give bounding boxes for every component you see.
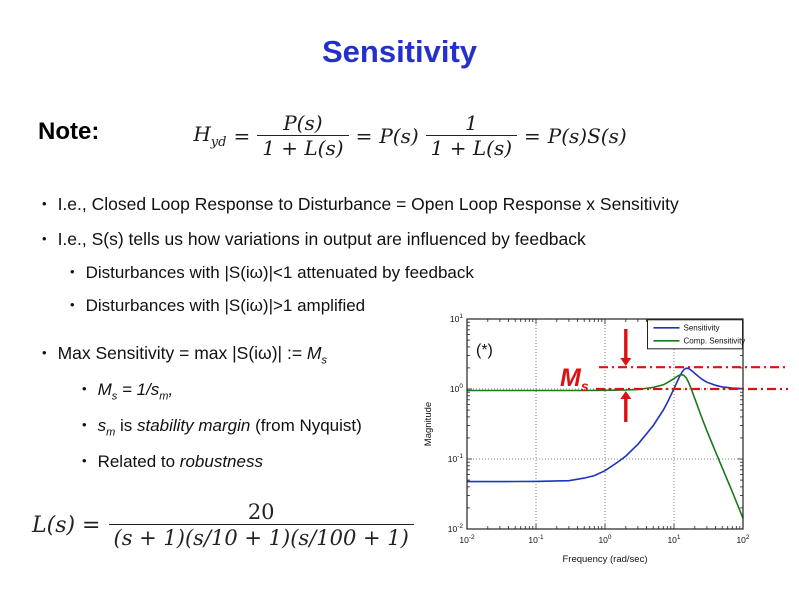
- plot-box: [466, 318, 744, 530]
- bullet-max-sensitivity: • Max Sensitivity = max |S(iω)| := Ms: [42, 343, 327, 367]
- x-tick-label: 101: [667, 534, 680, 545]
- y-tick-label: 101: [450, 313, 463, 324]
- y-axis-label: Magnitude: [423, 402, 434, 446]
- x-tick-label: 100: [598, 534, 611, 545]
- bullet-dot: •: [70, 264, 75, 279]
- star-annotation: (*): [476, 342, 493, 359]
- bullet-ms-equals: • Ms = 1/sm,: [82, 380, 174, 403]
- legend-entry: Comp. Sensitivity: [684, 337, 746, 346]
- bullet-dot: •: [42, 196, 47, 211]
- sensitivity-bode-chart: 10-2 10-1 100 101 102 10-2 10-1 100 101 Frequency…: [423, 313, 788, 565]
- x-tick-label: 10-2: [459, 534, 475, 545]
- y-tick-label: 10-1: [448, 453, 464, 464]
- x-tick-label: 10-1: [528, 534, 544, 545]
- loop-transfer-formula: L(s) = 20 (s + 1)(s/10 + 1)(s/100 + 1): [32, 500, 414, 550]
- x-tick-label: 102: [736, 534, 749, 545]
- bullet-dot: •: [82, 417, 87, 432]
- curve-sensitivity: [467, 367, 744, 483]
- bullet-ss-tells: • I.e., S(s) tells us how variations in …: [42, 229, 586, 249]
- bullet-robustness: • Related to robustness: [82, 452, 263, 471]
- bullet-disturbance-amplified: • Disturbances with |S(iω)|>1 amplified: [70, 296, 366, 315]
- up-arrow-head: [620, 391, 632, 399]
- bullet-disturbance-attenuated: • Disturbances with |S(iω)|<1 attenuated…: [70, 263, 474, 282]
- bullet-closed-loop: • I.e., Closed Loop Response to Disturba…: [42, 194, 679, 214]
- bullet-dot: •: [82, 381, 87, 396]
- bullet-dot: •: [42, 231, 47, 246]
- bullet-dot: •: [82, 453, 87, 468]
- y-tick-label: 10-2: [448, 523, 464, 534]
- legend-entry: Sensitivity: [684, 324, 720, 333]
- y-tick-label: 100: [450, 383, 463, 394]
- loop-formula-fraction: 20 (s + 1)(s/10 + 1)(s/100 + 1): [108, 500, 414, 550]
- ms-annotation: Ms: [560, 364, 589, 394]
- bullet-dot: •: [42, 345, 47, 360]
- bullet-stability-margin: • sm is stability margin (from Nyquist): [82, 416, 362, 439]
- bullet-dot: •: [70, 297, 75, 312]
- curve-comp-sensitivity: [467, 373, 744, 519]
- formula-lhs: Hyd: [193, 122, 227, 150]
- x-axis-label: Frequency (rad/sec): [562, 554, 647, 565]
- formula-fraction-1: P(s) 1 + L(s): [257, 112, 349, 160]
- down-arrow-head: [620, 358, 632, 366]
- note-label: Note:: [38, 118, 100, 145]
- slide-title: Sensitivity: [321, 34, 478, 69]
- legend-box: [647, 319, 743, 350]
